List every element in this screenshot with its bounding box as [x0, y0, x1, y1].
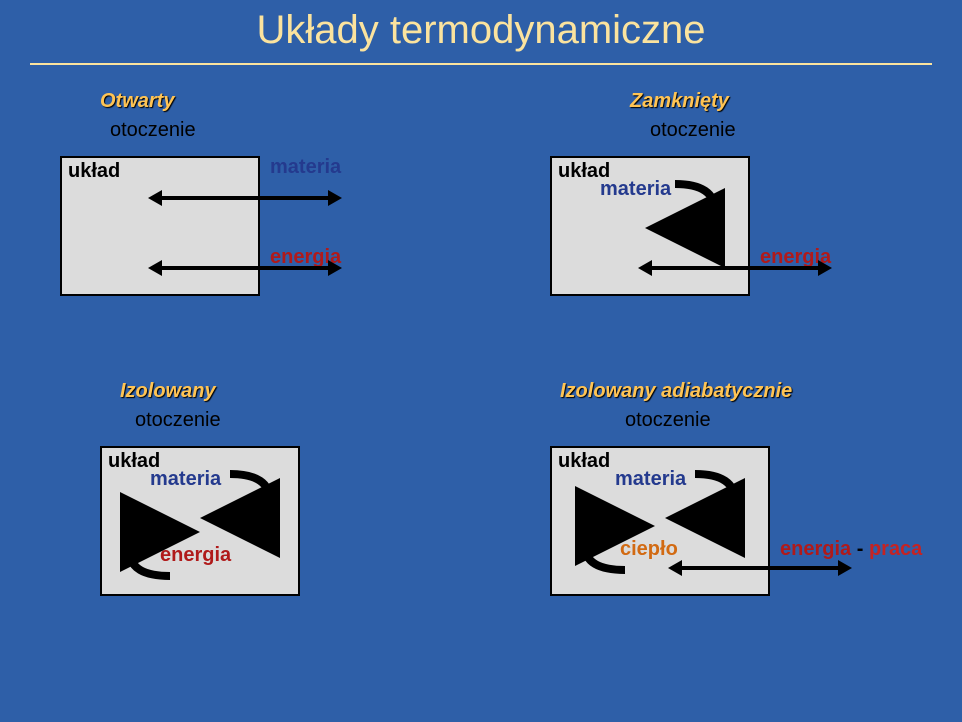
panel-grid: Otwarty otoczenie układ materia energia … — [0, 80, 962, 720]
energy-text: energia — [780, 538, 851, 560]
stage-open: układ materia energia — [20, 156, 490, 356]
page-title: Układy termodynamiczne — [0, 0, 962, 53]
title-rule — [30, 63, 932, 65]
dash-text: - — [851, 538, 869, 560]
surroundings-label: otoczenie — [625, 409, 940, 432]
matter-arrow — [160, 196, 330, 200]
stage-adiabatic: układ materia ciepło energia - praca — [470, 446, 940, 646]
type-label-adiabatic: Izolowany adiabatycznie — [560, 380, 940, 403]
system-label: układ — [68, 160, 120, 183]
stage-isolated: układ materia energia — [20, 446, 490, 646]
energy-arrow — [160, 266, 330, 270]
panel-adiabatic: Izolowany adiabatycznie otoczenie układ … — [470, 380, 940, 646]
stage-closed: układ materia energia — [490, 156, 960, 356]
energy-work-arrow — [680, 566, 840, 570]
matter-return-arrow — [655, 176, 735, 236]
matter-return-arrow — [675, 466, 755, 526]
panel-open: Otwarty otoczenie układ materia energia — [20, 90, 490, 356]
energy-work-label: energia - praca — [780, 538, 922, 561]
matter-return-arrow — [210, 466, 290, 526]
system-label: układ — [558, 450, 610, 473]
type-label-open: Otwarty — [100, 90, 490, 113]
type-label-isolated: Izolowany — [120, 380, 490, 403]
work-text: praca — [869, 538, 922, 560]
surroundings-label: otoczenie — [135, 409, 490, 432]
surroundings-label: otoczenie — [650, 119, 960, 142]
energy-return-arrow — [115, 524, 195, 584]
matter-label: materia — [270, 156, 341, 179]
panel-closed: Zamknięty otoczenie układ materia energi… — [490, 90, 960, 356]
surroundings-label: otoczenie — [110, 119, 490, 142]
type-label-closed: Zamknięty — [630, 90, 960, 113]
energy-arrow — [650, 266, 820, 270]
heat-return-arrow — [570, 518, 650, 578]
panel-isolated: Izolowany otoczenie układ materia energi… — [20, 380, 490, 646]
